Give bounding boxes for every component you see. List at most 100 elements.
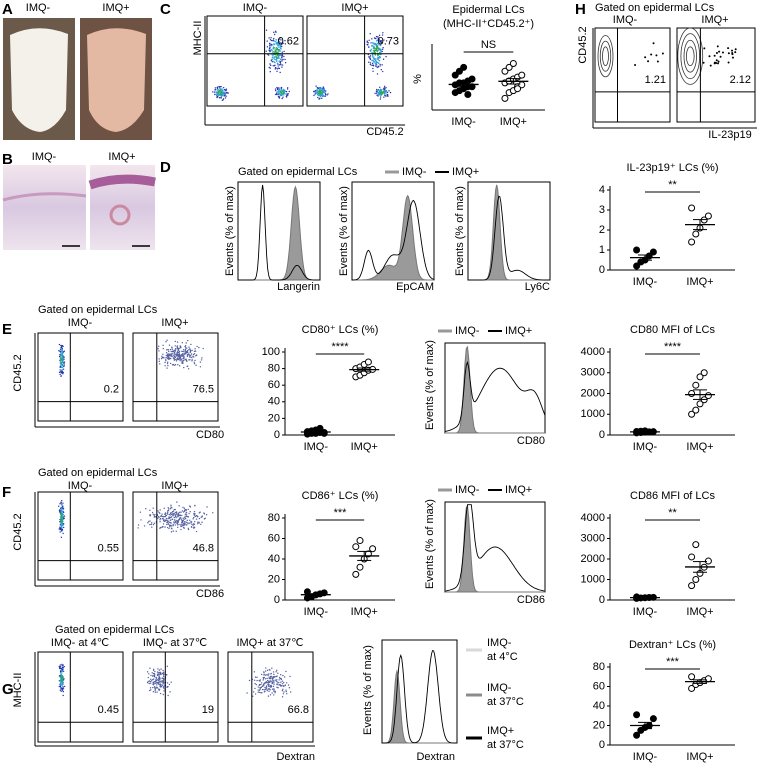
event-dot xyxy=(277,63,279,65)
x-tick-label: IMQ- xyxy=(633,751,658,763)
event-dot xyxy=(169,517,172,519)
contour xyxy=(602,46,609,67)
event-dot xyxy=(158,350,160,352)
event-dot xyxy=(319,90,321,92)
event-dot xyxy=(388,90,390,92)
event-dot xyxy=(193,362,196,365)
event-dot xyxy=(176,514,179,516)
event-dot xyxy=(61,351,64,354)
event-dot xyxy=(167,507,169,509)
y-tick-label: 100 xyxy=(262,346,280,358)
event-dot xyxy=(60,515,63,518)
event-dot xyxy=(731,56,734,59)
event-dot xyxy=(60,344,62,347)
event-dot xyxy=(175,511,178,513)
event-dot xyxy=(201,515,203,517)
event-dot xyxy=(154,513,156,516)
event-dot xyxy=(727,61,730,64)
event-dot xyxy=(282,674,284,677)
event-dot xyxy=(156,671,159,673)
event-dot xyxy=(154,516,156,518)
event-dot xyxy=(175,360,178,362)
data-point xyxy=(633,711,641,719)
event-dot xyxy=(173,349,176,352)
event-dot xyxy=(183,366,185,369)
flow-plot-frame xyxy=(306,15,404,107)
event-dot xyxy=(285,90,288,93)
event-dot xyxy=(183,357,185,360)
event-dot xyxy=(278,64,281,66)
event-dot xyxy=(174,519,176,521)
event-dot xyxy=(184,517,187,520)
event-dot xyxy=(273,37,275,40)
event-dot xyxy=(150,689,152,691)
event-dot xyxy=(168,354,171,357)
event-dot xyxy=(61,519,63,522)
event-dot xyxy=(61,530,63,532)
event-dot xyxy=(60,364,62,366)
event-dot xyxy=(181,522,183,524)
event-dot xyxy=(271,667,273,669)
event-dot xyxy=(376,88,378,91)
event-dot xyxy=(160,515,162,517)
event-dot xyxy=(161,518,163,520)
event-dot xyxy=(282,681,285,684)
flow-plot-frame xyxy=(676,27,756,123)
event-dot xyxy=(266,677,268,680)
event-dot xyxy=(368,39,370,42)
event-dot xyxy=(185,514,188,516)
event-dot xyxy=(374,54,376,56)
event-dot xyxy=(159,512,161,514)
group-label: IMQ- xyxy=(26,2,51,14)
event-dot xyxy=(158,345,160,348)
event-dot xyxy=(193,516,195,519)
data-point xyxy=(352,570,360,578)
event-dot xyxy=(166,348,168,351)
axis-label: CD45.2 xyxy=(12,354,24,391)
event-dot xyxy=(380,50,382,52)
event-dot xyxy=(319,93,322,95)
event-dot xyxy=(190,354,192,356)
event-dot xyxy=(322,88,325,90)
event-dot xyxy=(376,94,378,96)
event-dot xyxy=(61,513,64,515)
event-dot xyxy=(386,91,389,94)
event-dot xyxy=(384,93,386,95)
event-dot xyxy=(316,87,318,89)
event-dot xyxy=(279,61,282,63)
y-tick-label: 0 xyxy=(274,429,280,441)
event-dot xyxy=(378,38,380,41)
data-point xyxy=(696,373,704,381)
event-dot xyxy=(166,339,168,341)
event-dot xyxy=(62,368,65,370)
event-dot xyxy=(158,689,160,692)
event-dot xyxy=(269,63,271,65)
event-dot xyxy=(372,67,374,70)
event-dot xyxy=(172,524,174,527)
event-dot xyxy=(159,526,162,529)
event-dot xyxy=(162,347,164,350)
event-dot xyxy=(61,668,63,670)
event-dot xyxy=(165,354,167,357)
event-dot xyxy=(167,364,169,367)
event-dot xyxy=(60,375,63,377)
event-dot xyxy=(280,88,282,90)
event-dot xyxy=(717,60,720,63)
event-dot xyxy=(192,353,195,356)
event-dot xyxy=(385,92,387,94)
event-dot xyxy=(171,507,173,509)
event-dot xyxy=(225,89,227,92)
event-dot xyxy=(59,362,61,364)
event-dot xyxy=(159,692,162,695)
event-dot xyxy=(59,664,61,666)
event-dot xyxy=(148,689,151,692)
event-dot xyxy=(194,515,197,518)
event-dot xyxy=(274,68,277,70)
data-point xyxy=(633,262,641,270)
event-dot xyxy=(218,97,221,99)
event-dot xyxy=(381,93,384,95)
event-dot xyxy=(284,676,286,678)
event-dot xyxy=(214,87,217,89)
event-dot xyxy=(165,360,167,362)
event-dot xyxy=(170,353,172,356)
